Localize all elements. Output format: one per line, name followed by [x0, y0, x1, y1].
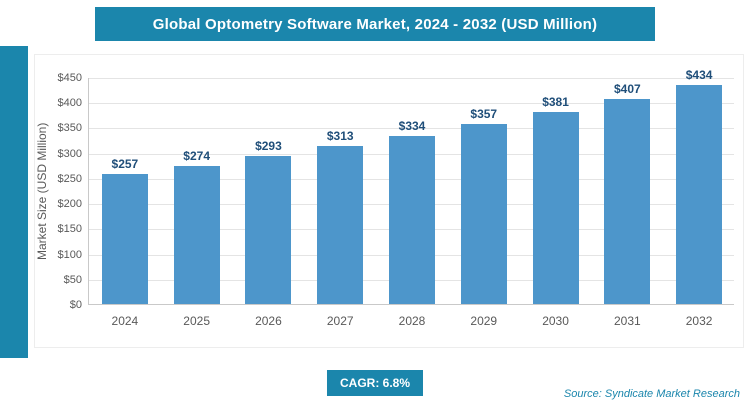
bar — [676, 85, 723, 304]
bar — [460, 123, 507, 304]
chart-title: Global Optometry Software Market, 2024 -… — [152, 15, 598, 33]
gridline — [89, 128, 734, 130]
y-tick-label: $100 — [57, 248, 82, 261]
y-tick-label: $150 — [57, 223, 82, 236]
bar — [245, 156, 292, 304]
y-tick-label: $450 — [57, 72, 82, 84]
x-tick-label: 2030 — [542, 314, 569, 328]
y-tick-label: $0 — [69, 299, 82, 311]
chart-title-banner: Global Optometry Software Market, 2024 -… — [95, 7, 655, 41]
x-tick-label: 2026 — [255, 314, 282, 328]
y-tick-label: $50 — [63, 273, 82, 286]
y-tick-label: $200 — [57, 198, 82, 211]
left-accent-stripe — [0, 46, 28, 358]
x-tick-label: 2024 — [111, 314, 139, 328]
source-credit: Source: Syndicate Market Research — [563, 388, 740, 400]
x-tick-label: 2031 — [613, 314, 641, 328]
bar-value-label: $313 — [326, 129, 354, 144]
y-tick-label: $250 — [57, 172, 82, 185]
bar — [532, 111, 579, 304]
gridline — [89, 78, 734, 79]
bar — [101, 174, 148, 304]
bar — [173, 165, 220, 304]
bar-value-label: $334 — [398, 118, 426, 133]
x-tick-label: 2025 — [183, 314, 210, 328]
bar — [604, 98, 651, 304]
y-axis-tick-labels: $0 $50 $100 $150 $200 $250 $300 $350 $400 $450 — [44, 72, 82, 311]
bar-value-label: $293 — [255, 139, 282, 154]
gridline — [89, 103, 734, 105]
y-tick-label: $350 — [57, 122, 82, 135]
x-tick-label: 2029 — [470, 314, 498, 328]
x-tick-label: 2032 — [685, 314, 713, 328]
bar-value-label: $257 — [111, 157, 139, 172]
bar — [317, 146, 364, 304]
bar — [389, 135, 435, 304]
bar-value-label: $274 — [183, 148, 210, 163]
bar-value-label: $381 — [542, 94, 569, 109]
y-tick-label: $300 — [57, 147, 82, 160]
plot-area: $257 2024 $274 2025 $293 2026 $313 2027 $334 2028… — [88, 68, 734, 328]
x-tick-label: 2028 — [398, 314, 426, 328]
bar-value-label: $434 — [685, 68, 713, 83]
bar-value-label: $407 — [613, 81, 641, 96]
x-tick-label: 2027 — [326, 314, 354, 328]
bar-value-label: $357 — [470, 106, 498, 121]
y-tick-label: $400 — [57, 97, 82, 110]
cagr-badge: CAGR: 6.8% — [326, 370, 424, 396]
